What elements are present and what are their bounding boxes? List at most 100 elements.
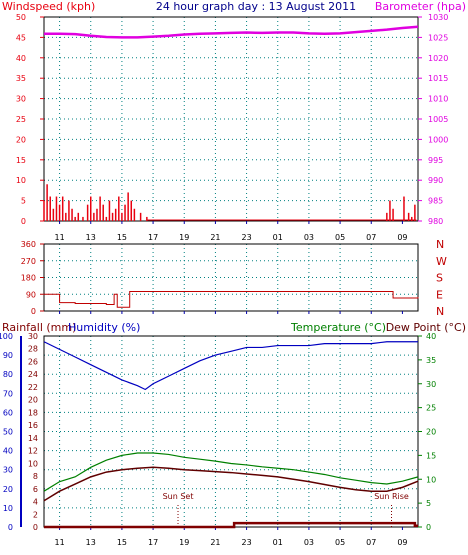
temperature-axis-label: Temperature (°C) [290,321,386,334]
rainfall-axis-label: Rainfall (mm) [2,321,76,334]
temperature-tick-label: 40 [426,332,436,341]
temperature-tick-label: 30 [426,380,436,389]
x-tick-label: 11 [54,538,64,547]
humidity-line [43,341,418,391]
rainfall-tick-label: 24 [28,370,38,379]
rainfall-tick-label: 20 [28,396,38,405]
windspeed-tick-label: 45 [16,33,26,42]
rainfall-tick-label: 28 [28,345,38,354]
grid-lines [44,244,418,311]
humidity-tick-label: 30 [3,466,13,475]
rainfall-tick-label: 14 [28,434,38,443]
barometer-tick-label: 985 [428,197,443,206]
wind-direction-line [44,290,419,308]
rainfall-tick-label: 10 [28,459,38,468]
barometer-tick-label: 1000 [428,135,448,144]
temperature-tick-label: 0 [426,523,431,532]
sun-annotation: Sun Rise [374,492,409,501]
humidity-tick-label: 90 [3,351,13,360]
humidity-tick-label: 100 [0,332,13,341]
temperature-tick-label: 5 [426,499,431,508]
dewpoint-axis-label: Dew Point (°C) [386,321,466,334]
x-tick-label: 15 [117,538,127,547]
rainfall-tick-label: 22 [28,383,38,392]
humidity-tick-label: 20 [3,485,13,494]
temperature-tick-label: 15 [426,451,436,460]
barometer-axis-label: Barometer (hpa) [375,0,466,13]
barometer-tick-label: 980 [428,217,443,226]
dewpoint-line [43,466,419,502]
direction-tick-label: 0 [31,307,36,316]
windspeed-tick-label: 30 [16,95,26,104]
x-tick-label: 03 [304,538,314,547]
windspeed-tick-label: 40 [16,54,26,63]
x-tick-label: 11 [54,233,64,242]
x-tick-label: 19 [179,538,189,547]
rainfall-tick-label: 12 [28,447,38,456]
windspeed-axis-label: Windspeed (kph) [2,0,95,13]
x-tick-label: 03 [304,233,314,242]
x-tick-label: 01 [273,233,283,242]
barometer-tick-label: 995 [428,156,443,165]
rainfall-tick-label: 4 [33,498,38,507]
rainfall-tick-label: 6 [33,485,38,494]
rainfall-tick-label: 18 [28,408,38,417]
x-tick-label: 21 [210,538,220,547]
barometer-tick-label: 1020 [428,54,448,63]
rainfall-tick-label: 16 [28,421,38,430]
direction-tick-label: 90 [26,290,36,299]
x-tick-label: 21 [210,233,220,242]
humidity-tick-label: 70 [3,389,13,398]
grid-lines [44,336,418,527]
grid-lines [44,17,418,221]
compass-label: E [436,288,443,301]
rainfall-tick-label: 0 [33,523,38,532]
compass-label: N [436,238,444,251]
x-tick-label: 07 [366,233,376,242]
graph-title: 24 hour graph day : 13 August 2011 [156,0,356,13]
rainfall-tick-label: 30 [28,332,38,341]
x-tick-label: 07 [366,538,376,547]
barometer-tick-label: 1005 [428,115,448,124]
humidity-tick-label: 80 [3,370,13,379]
x-tick-label: 05 [335,538,345,547]
humidity-tick-label: 50 [3,428,13,437]
x-tick-label: 09 [397,538,407,547]
windspeed-tick-label: 5 [21,197,26,206]
temperature-line [43,452,419,492]
temperature-tick-label: 35 [426,356,436,365]
windspeed-tick-label: 15 [16,156,26,165]
sun-annotation: Sun Set [163,492,194,501]
rainfall-line [44,521,418,529]
x-tick-label: 13 [86,538,96,547]
x-tick-label: 05 [335,233,345,242]
humidity-tick-label: 40 [3,447,13,456]
temperature-tick-label: 20 [426,428,436,437]
compass-label: W [436,255,447,268]
rainfall-tick-label: 2 [33,510,38,519]
barometer-tick-label: 1010 [428,95,448,104]
humidity-tick-label: 10 [3,504,13,513]
rainfall-tick-label: 26 [28,357,38,366]
x-tick-label: 23 [241,233,251,242]
barometer-tick-label: 1015 [428,74,448,83]
humidity-tick-label: 0 [8,523,13,532]
windspeed-tick-label: 25 [16,115,26,124]
direction-tick-label: 270 [21,257,36,266]
compass-label: S [436,272,443,285]
x-tick-label: 15 [117,233,127,242]
temperature-tick-label: 25 [426,404,436,413]
x-tick-label: 17 [148,538,158,547]
windspeed-tick-label: 50 [16,13,26,22]
compass-label: N [436,305,444,318]
barometer-tick-label: 990 [428,176,443,185]
barometer-tick-label: 1025 [428,33,448,42]
direction-tick-label: 180 [21,274,36,283]
windspeed-tick-label: 0 [21,217,26,226]
x-tick-label: 13 [86,233,96,242]
windspeed-tick-label: 20 [16,135,26,144]
temperature-tick-label: 10 [426,475,436,484]
x-tick-label: 01 [273,538,283,547]
